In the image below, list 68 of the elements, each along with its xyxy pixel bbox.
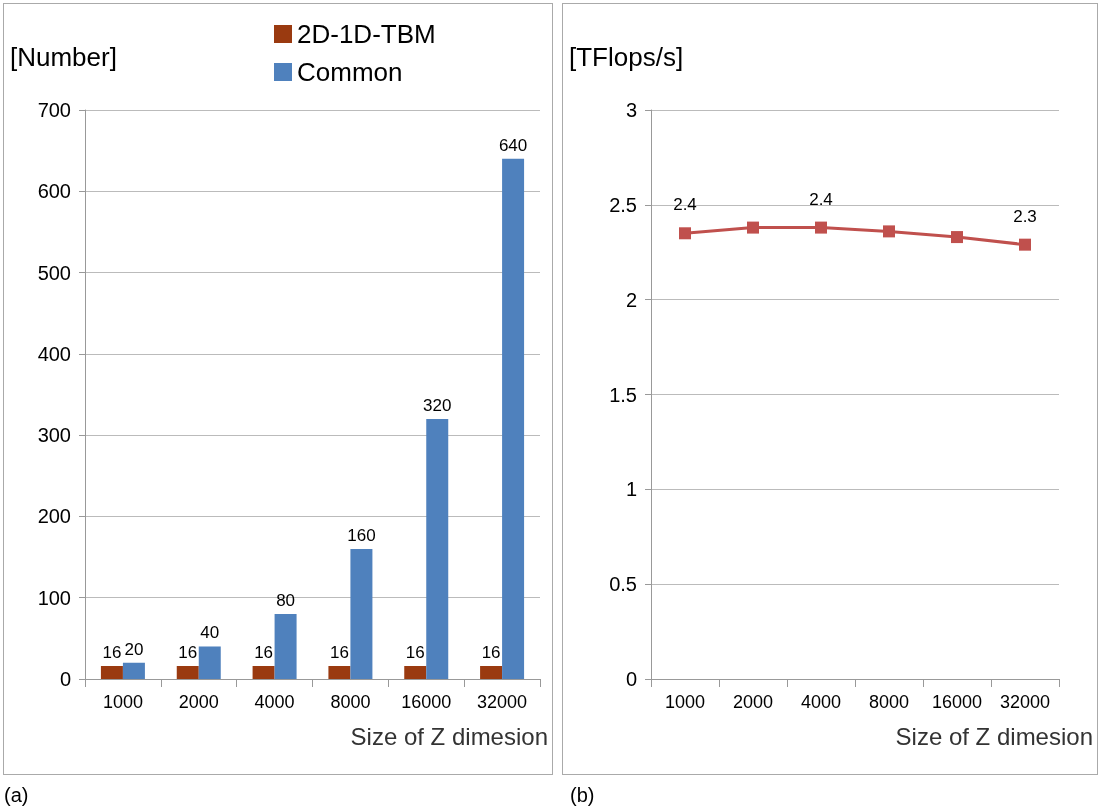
x-tick-label: 1000 xyxy=(102,692,143,712)
y-axis-title: [TFlops/s] xyxy=(569,42,684,72)
bar xyxy=(502,158,525,679)
y-tick-label: 700 xyxy=(37,99,71,121)
y-tick-label: 600 xyxy=(37,180,71,203)
point xyxy=(883,225,895,238)
data-label: 640 xyxy=(498,135,528,155)
data-label: 2.3 xyxy=(1013,206,1037,226)
y-tick-label: 1 xyxy=(625,478,637,501)
x-tick-label: 2000 xyxy=(178,692,219,712)
y-tick-label: 200 xyxy=(37,505,71,528)
data-label: 320 xyxy=(423,395,452,415)
y-tick-label: 2.5 xyxy=(609,193,637,216)
point xyxy=(815,221,827,234)
x-tick-label: 32000 xyxy=(999,692,1051,712)
point xyxy=(1019,238,1031,251)
data-label: 16 xyxy=(405,642,425,662)
point xyxy=(747,221,759,234)
y-axis-title: [Number] xyxy=(10,42,117,72)
data-label: 40 xyxy=(200,623,220,643)
x-tick-label: 2000 xyxy=(732,692,774,712)
x-axis-title: Size of Z dimesion xyxy=(350,722,549,750)
legend-label: Common xyxy=(297,57,403,87)
y-tick-label: 0 xyxy=(625,668,637,690)
x-tick-label: 1000 xyxy=(664,692,706,712)
bar xyxy=(274,613,297,679)
data-label: 80 xyxy=(276,590,296,610)
data-label: 20 xyxy=(124,639,144,659)
bar xyxy=(328,665,351,679)
x-tick-label: 32000 xyxy=(477,692,528,712)
x-tick-label: 8000 xyxy=(868,692,910,712)
x-tick-label: 4000 xyxy=(800,692,842,712)
text: (a) xyxy=(4,784,29,807)
y-tick-label: 1.5 xyxy=(609,383,637,406)
point xyxy=(679,227,691,240)
y-tick-label: 300 xyxy=(37,424,71,447)
data-label: 2.4 xyxy=(673,195,697,215)
bar xyxy=(252,665,275,679)
bar xyxy=(198,646,221,679)
y-tick-label: 3 xyxy=(625,99,637,121)
data-label: 160 xyxy=(347,525,376,545)
bar xyxy=(350,548,373,679)
text: (b) xyxy=(570,784,595,807)
y-tick-label: 500 xyxy=(37,261,71,284)
bar xyxy=(176,665,199,679)
bar xyxy=(480,665,503,679)
point xyxy=(951,231,963,244)
data-label: 16 xyxy=(254,642,274,662)
bar xyxy=(122,662,145,679)
x-tick-label: 4000 xyxy=(254,692,295,712)
data-label: 16 xyxy=(329,642,349,662)
x-tick-label: 16000 xyxy=(931,692,983,712)
data-label: 16 xyxy=(102,642,122,662)
y-tick-label: 400 xyxy=(37,342,71,365)
y-tick-label: 0.5 xyxy=(609,573,637,596)
data-label: 2.4 xyxy=(809,189,833,209)
bar xyxy=(404,665,427,679)
x-tick-label: 8000 xyxy=(330,692,371,712)
data-label: 16 xyxy=(178,642,198,662)
y-tick-label: 0 xyxy=(59,668,71,690)
x-tick-label: 16000 xyxy=(401,692,452,712)
bar xyxy=(426,418,449,679)
x-axis-title: Size of Z dimesion xyxy=(895,722,1094,750)
y-tick-label: 100 xyxy=(37,586,71,609)
y-tick-label: 2 xyxy=(625,288,637,311)
data-label: 16 xyxy=(481,642,501,662)
bar xyxy=(100,665,123,679)
legend-label: 2D-1D-TBM xyxy=(297,19,436,49)
